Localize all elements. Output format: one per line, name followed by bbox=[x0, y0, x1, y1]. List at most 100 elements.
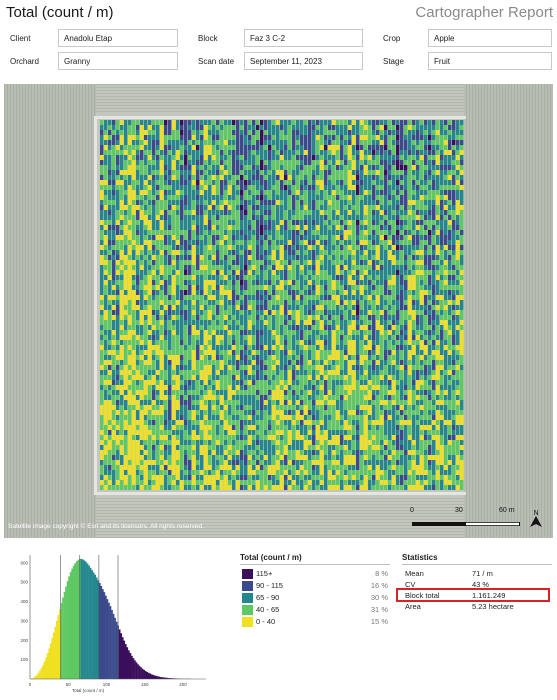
stat-label: Mean bbox=[405, 569, 424, 578]
histogram-bar bbox=[164, 677, 167, 679]
scale-label-0: 0 bbox=[410, 507, 414, 514]
scan-date-label: Scan date bbox=[198, 57, 235, 66]
histogram-bar bbox=[59, 609, 61, 679]
histogram-bar bbox=[103, 592, 106, 679]
histogram-bar bbox=[111, 610, 113, 679]
x-axis-label: Total (count / m) bbox=[72, 688, 105, 693]
histogram-bar bbox=[75, 561, 78, 679]
crop-field: Apple bbox=[428, 29, 552, 47]
client-label: Client bbox=[10, 34, 31, 43]
histogram-bar bbox=[141, 668, 144, 679]
map-canvas bbox=[4, 84, 553, 538]
legend-swatch bbox=[242, 581, 253, 591]
histogram-bar bbox=[109, 606, 112, 679]
stat-row-mean: Mean 71 / m bbox=[402, 568, 552, 579]
histogram-bar bbox=[63, 591, 66, 679]
info-panel: Client Anadolu Etap Block Faz 3 C-2 Crop… bbox=[0, 29, 557, 73]
orchard-field: Granny bbox=[58, 52, 178, 70]
histogram-bar bbox=[126, 647, 129, 679]
report-name: Cartographer Report bbox=[415, 4, 553, 21]
legend-item: 65 - 90 30 % bbox=[240, 592, 390, 604]
y-tick-label: 400 bbox=[20, 599, 28, 604]
histogram-bar bbox=[146, 672, 149, 679]
histogram-bar bbox=[65, 586, 67, 679]
histogram-bar bbox=[143, 669, 145, 679]
histogram-bar bbox=[92, 572, 95, 679]
histogram-bar bbox=[45, 657, 48, 679]
legend-label: 0 - 40 bbox=[256, 617, 276, 626]
block-label: Block bbox=[198, 34, 218, 43]
legend-percent: 8 % bbox=[375, 569, 388, 578]
histogram-bar bbox=[77, 559, 80, 679]
legend-swatch bbox=[242, 569, 253, 579]
stat-value: 43 % bbox=[472, 580, 490, 589]
south-field bbox=[96, 496, 464, 538]
histogram-bar bbox=[43, 661, 46, 679]
satellite-map[interactable] bbox=[4, 84, 553, 538]
legend-percent: 16 % bbox=[370, 581, 388, 590]
stat-value: 1.161.249 bbox=[472, 591, 506, 600]
legend-item: 90 - 115 16 % bbox=[240, 580, 390, 592]
histogram-bar bbox=[147, 672, 150, 679]
histogram-bar bbox=[82, 559, 84, 679]
histogram-bar bbox=[89, 567, 92, 679]
histogram-bar bbox=[52, 632, 55, 679]
histogram-bar bbox=[104, 595, 107, 679]
histogram-bar bbox=[56, 620, 58, 679]
histogram-bar bbox=[160, 677, 162, 679]
histogram-bar bbox=[68, 576, 70, 679]
stat-value: 71 / m bbox=[472, 569, 493, 578]
stat-label: Area bbox=[405, 602, 421, 611]
north-field bbox=[96, 84, 464, 114]
client-field: Anadolu Etap bbox=[58, 29, 178, 47]
histogram-bar bbox=[94, 574, 97, 679]
stat-label: Block total bbox=[405, 591, 440, 600]
histogram-bar bbox=[34, 676, 37, 679]
stat-row-cv: CV 43 % bbox=[402, 579, 552, 590]
scale-label-60: 60 m bbox=[499, 507, 515, 514]
histogram-bar bbox=[112, 613, 115, 679]
histogram-bar bbox=[80, 558, 83, 679]
histogram-bar bbox=[153, 675, 156, 679]
page-title: Total (count / m) bbox=[6, 4, 114, 21]
north-road bbox=[94, 116, 466, 119]
crop-label: Crop bbox=[383, 34, 401, 43]
histogram-chart: 0 50 100 150 200 100 200 300 400 500 600 Total (cou… bbox=[14, 549, 214, 695]
histogram-bar bbox=[100, 586, 103, 679]
stage-field: Fruit bbox=[428, 52, 552, 70]
x-tick-label: 200 bbox=[179, 682, 187, 687]
report-header: Total (count / m) Cartographer Report bbox=[0, 0, 557, 26]
scale-bar-segment bbox=[466, 522, 519, 526]
histogram-bar bbox=[114, 617, 116, 679]
histogram-bar bbox=[86, 563, 89, 679]
statistics-panel: Statistics Mean 71 / m CV 43 % Block tot… bbox=[402, 553, 552, 612]
y-tick-label: 300 bbox=[20, 618, 28, 623]
histogram-bar bbox=[123, 640, 126, 679]
legend-item: 40 - 65 31 % bbox=[240, 604, 390, 616]
legend-percent: 30 % bbox=[370, 593, 388, 602]
legend-swatch bbox=[242, 593, 253, 603]
histogram-bar bbox=[88, 565, 90, 679]
histogram-bar bbox=[42, 664, 44, 679]
histogram-bar bbox=[62, 597, 64, 679]
histogram-bar bbox=[138, 665, 141, 679]
histogram-bar bbox=[167, 678, 170, 679]
north-letter: N bbox=[533, 510, 538, 517]
stat-row-area: Area 5.23 hectare bbox=[402, 601, 552, 612]
histogram-bar bbox=[49, 643, 52, 679]
legend-label: 40 - 65 bbox=[256, 605, 280, 614]
north-arrow: N bbox=[528, 508, 544, 533]
y-tick-label: 200 bbox=[20, 638, 28, 643]
histogram-bar bbox=[132, 658, 135, 679]
histogram-bar bbox=[40, 667, 43, 679]
stat-row-block-total: Block total 1.161.249 bbox=[402, 590, 552, 601]
legend-item: 115+ 8 % bbox=[240, 568, 390, 580]
stat-label: CV bbox=[405, 580, 416, 589]
histogram-bar bbox=[69, 572, 72, 679]
histogram-bar bbox=[134, 660, 136, 679]
histogram-bar bbox=[163, 677, 165, 679]
histogram-bar bbox=[108, 602, 110, 679]
histogram-bar bbox=[127, 650, 130, 679]
block-field: Faz 3 C-2 bbox=[244, 29, 363, 47]
histogram-bar bbox=[101, 589, 104, 679]
